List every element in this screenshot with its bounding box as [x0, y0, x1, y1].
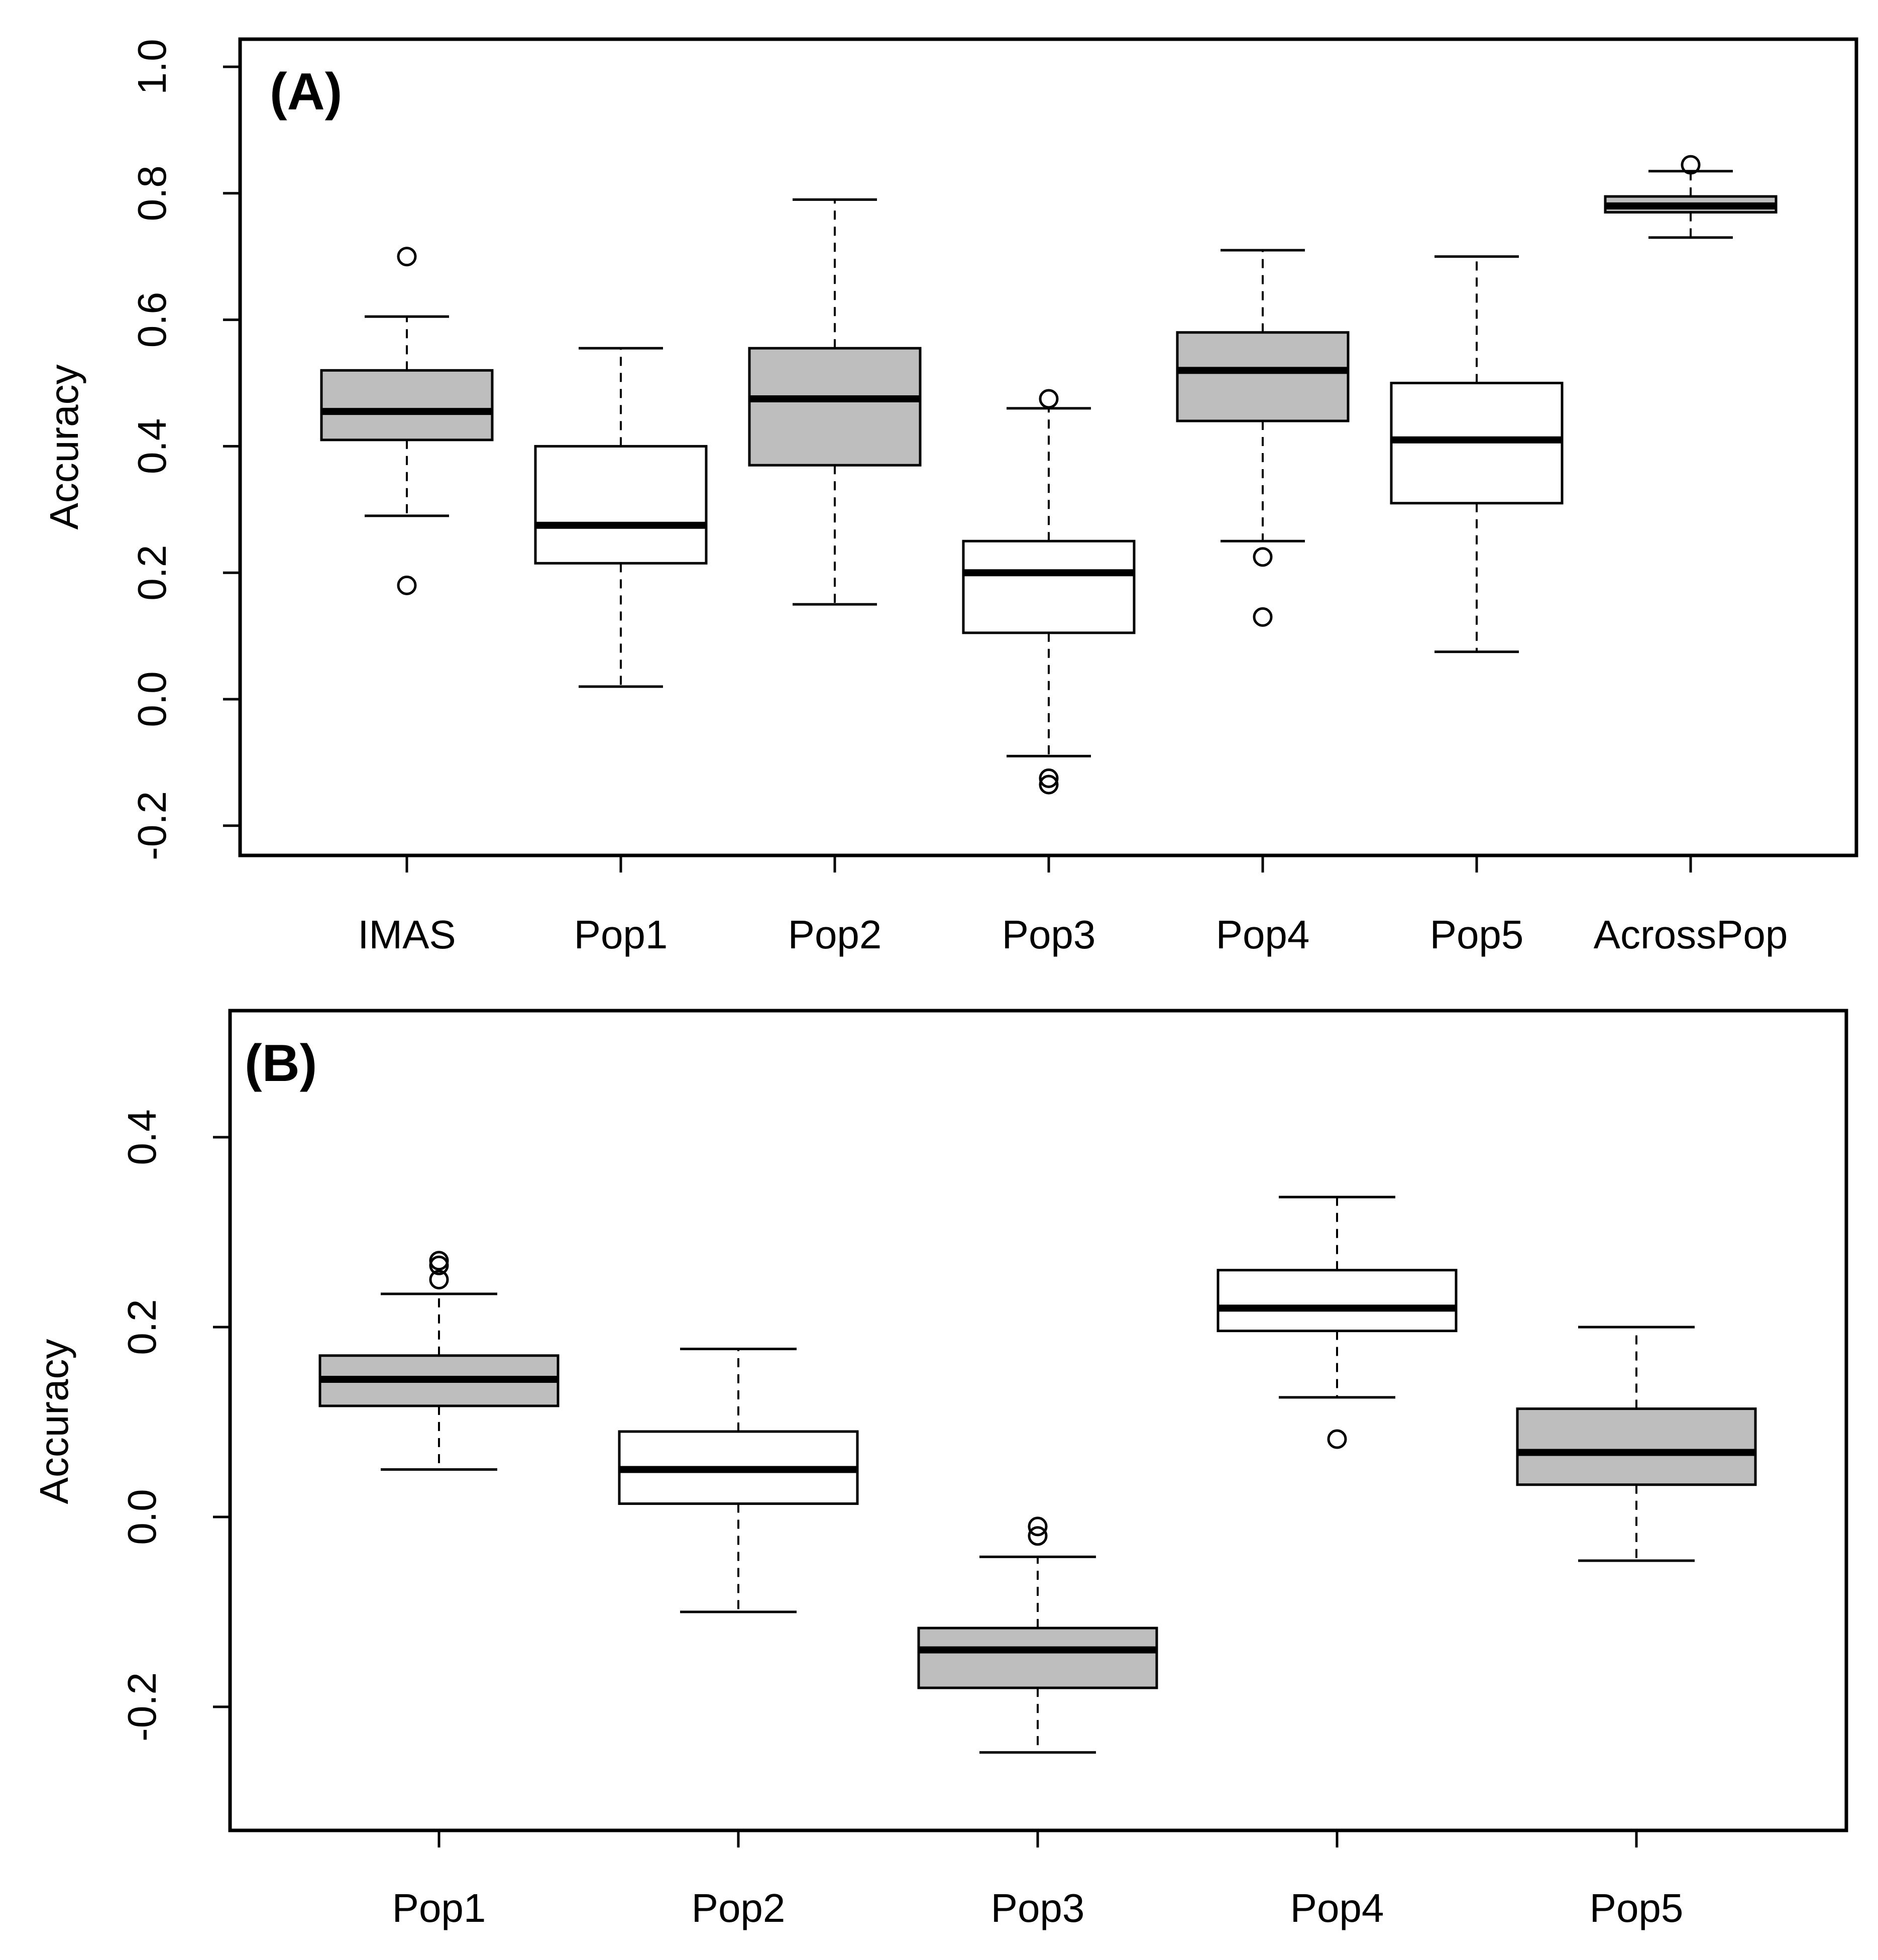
panel-b-y-tick-label: 0.2: [120, 1299, 164, 1355]
panel-b-x-tick-label: Pop4: [1290, 1886, 1384, 1930]
outlier-point: [1039, 775, 1059, 795]
panel-a-chart: (A) Accuracy -0.2 0.0 0.2 0.4 0.6 0.8 1.0 IMAS…: [42, 37, 1858, 957]
outlier-point: [1253, 607, 1273, 627]
panel-b-y-tick-label: 0.0: [120, 1489, 164, 1545]
interquartile-box: [1516, 1407, 1757, 1486]
panel-a-x-tick-label: Pop2: [788, 912, 882, 957]
interquartile-box: [320, 369, 494, 442]
interquartile-box: [1217, 1269, 1458, 1333]
panel-a-box-acrosspop: [1604, 155, 1778, 239]
panel-a-y-tick-label: 0.8: [130, 165, 174, 221]
panel-a-y-tick-label: 0.4: [130, 418, 174, 474]
panel-b-x-tick-label: Pop5: [1590, 1886, 1684, 1930]
panel-b-box-pop4: [1217, 1195, 1458, 1449]
panel-b-chart: (B) Accuracy -0.20.00.20.4 Pop1 Pop2 Pop3 P…: [32, 1009, 1848, 1930]
outlier-point: [429, 1270, 449, 1289]
panel-a-box-pop5: [1390, 255, 1564, 654]
outlier-point: [397, 247, 417, 267]
panel-b-x-axis: Pop1 Pop2 Pop3 Pop4 Pop5: [392, 1830, 1684, 1930]
panel-a-x-tick-label: IMAS: [358, 912, 456, 957]
outlier-point: [1039, 768, 1059, 788]
panel-a-boxes: [320, 155, 1778, 795]
outlier-point: [1253, 547, 1273, 567]
panel-b-y-tick-label: -0.2: [120, 1672, 164, 1741]
interquartile-box: [1176, 331, 1350, 422]
interquartile-box: [534, 445, 708, 565]
panel-b-box-pop3: [917, 1516, 1158, 1754]
panel-a-box-pop3: [962, 389, 1136, 795]
panel-a-label: (A): [270, 63, 342, 121]
panel-a-x-tick-label: Pop1: [574, 912, 668, 957]
outlier-point: [429, 1255, 449, 1275]
outlier-point: [1039, 389, 1059, 409]
panel-b-boxes: [318, 1195, 1757, 1754]
interquartile-box: [917, 1626, 1158, 1689]
panel-a-y-axis-label: Accuracy: [42, 365, 86, 530]
panel-b-x-tick-label: Pop2: [692, 1886, 786, 1930]
panel-a-y-tick-label: 0.0: [130, 671, 174, 727]
panel-b-y-axis: -0.2 0.0 0.2 0.4: [120, 1109, 230, 1741]
panel-b-x-tick-label: Pop1: [392, 1886, 486, 1930]
panel-a-box-pop1: [534, 347, 708, 688]
panel-a-x-tick-label: Pop4: [1216, 912, 1310, 957]
panel-a-box-pop4: [1176, 249, 1350, 627]
panel-a-box-pop2: [748, 198, 922, 606]
panel-b-box-pop1: [318, 1251, 560, 1471]
outlier-point: [1028, 1526, 1048, 1546]
outlier-point: [1028, 1516, 1048, 1537]
outlier-point: [397, 575, 417, 595]
panel-a-box-imas: [320, 247, 494, 595]
panel-b-y-axis-label: Accuracy: [32, 1339, 76, 1504]
panel-a-x-tick-label: Pop5: [1430, 912, 1524, 957]
panel-a-y-tick-label: 0.2: [130, 545, 174, 601]
panel-a-x-tick-label: Pop3: [1002, 912, 1096, 957]
panel-b-x-tick-label: Pop3: [991, 1886, 1085, 1930]
interquartile-box: [962, 539, 1136, 634]
outlier-point: [1681, 155, 1701, 175]
panel-a-y-tick-label: -0.2: [130, 791, 174, 860]
panel-b-label: (B): [245, 1034, 317, 1093]
outlier-point: [1327, 1429, 1347, 1449]
panel-a-x-tick-label: AcrossPop: [1594, 912, 1788, 957]
panel-a-y-axis: -0.2 0.0 0.2 0.4 0.6 0.8 1.0: [130, 39, 240, 860]
panel-a-y-tick-label: 0.6: [130, 292, 174, 348]
panel-b-box-pop2: [618, 1347, 859, 1613]
panel-b-box-pop5: [1516, 1326, 1757, 1562]
panel-a-x-axis: IMAS Pop1 Pop2 Pop3 Pop4 Pop5 AcrossPop: [358, 855, 1788, 957]
panel-b-y-tick-label: 0.4: [120, 1109, 164, 1165]
interquartile-box: [748, 347, 922, 467]
panel-a-y-tick-label: 1.0: [130, 39, 174, 94]
